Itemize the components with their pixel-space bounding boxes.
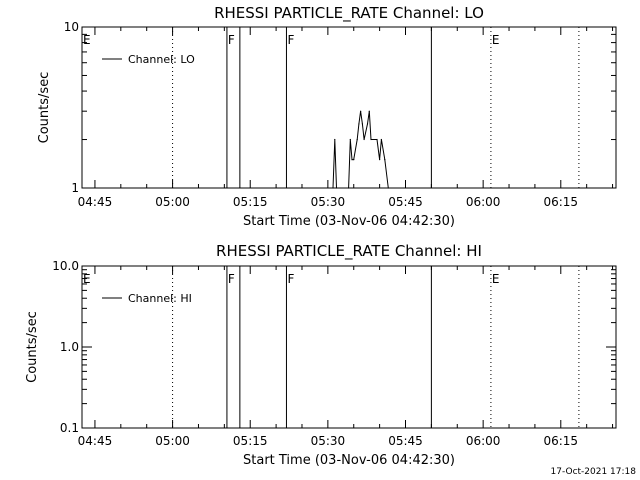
- chart-panel: RHESSI PARTICLE_RATE Channel: HI 04:45 05:…: [25, 242, 617, 468]
- x-tick-label: 05:30: [311, 195, 346, 209]
- data-point: [358, 123, 360, 125]
- event-marker-label: E: [492, 33, 500, 47]
- data-point: [361, 123, 363, 125]
- legend-entry: Channel: LO: [128, 53, 195, 66]
- event-marker-label: F: [287, 272, 294, 286]
- data-point: [363, 138, 365, 141]
- chart-title: RHESSI PARTICLE_RATE Channel: HI: [216, 242, 482, 261]
- x-tick-label: 05:00: [155, 434, 190, 448]
- x-axis-label: Start Time (03-Nov-06 04:42:30): [243, 453, 455, 468]
- data-point: [368, 110, 370, 112]
- event-marker-label: F: [228, 272, 235, 286]
- y-tick-label: 1: [71, 181, 79, 195]
- data-point: [370, 138, 372, 141]
- x-tick-label: 06:15: [543, 195, 578, 209]
- x-tick-label: 05:30: [311, 434, 346, 448]
- event-marker-label: E: [83, 33, 91, 47]
- series-line: [332, 111, 389, 189]
- x-tick-label: 05:45: [388, 195, 423, 209]
- data-point: [335, 187, 338, 189]
- data-point: [376, 138, 378, 141]
- legend-entry: Channel: HI: [128, 292, 192, 305]
- event-marker-label: F: [287, 33, 294, 47]
- y-tick-label: 1.0: [60, 340, 79, 354]
- x-tick-label: 06:00: [466, 434, 501, 448]
- data-point: [380, 138, 382, 141]
- data-point: [334, 138, 336, 141]
- event-marker-label: F: [228, 33, 235, 47]
- data-point: [379, 159, 381, 161]
- data-point: [351, 159, 353, 161]
- data-point: [356, 138, 358, 141]
- x-axis-label: Start Time (03-Nov-06 04:42:30): [243, 214, 455, 229]
- event-marker-label: E: [83, 272, 91, 286]
- data-point: [366, 123, 369, 125]
- plot-frame: [81, 265, 617, 429]
- x-tick-label: 05:15: [233, 434, 268, 448]
- x-tick-label: 04:45: [78, 434, 113, 448]
- data-point: [387, 187, 389, 189]
- data-point: [349, 138, 351, 141]
- y-axis-label: Counts/sec: [25, 311, 40, 383]
- data-point: [347, 187, 350, 189]
- y-tick-label: 0.1: [60, 421, 79, 435]
- x-tick-label: 04:45: [78, 195, 113, 209]
- x-tick-label: 06:00: [466, 195, 501, 209]
- y-tick-label: 10.0: [52, 259, 79, 273]
- data-point: [332, 187, 334, 189]
- data-point: [360, 110, 362, 112]
- y-tick-label: 10: [64, 20, 79, 34]
- y-axis-label: Counts/sec: [37, 72, 52, 144]
- x-tick-label: 05:00: [155, 195, 190, 209]
- event-marker-label: E: [492, 272, 500, 286]
- chart-panel: RHESSI PARTICLE_RATE Channel: LO 04:45 05:…: [37, 4, 617, 229]
- data-point: [384, 159, 386, 161]
- x-tick-label: 05:15: [233, 195, 268, 209]
- x-tick-label: 05:45: [388, 434, 423, 448]
- data-point: [353, 159, 355, 161]
- plot-timestamp: 17-Oct-2021 17:18: [551, 467, 637, 477]
- chart-title: RHESSI PARTICLE_RATE Channel: LO: [214, 4, 484, 23]
- x-tick-label: 06:15: [543, 434, 578, 448]
